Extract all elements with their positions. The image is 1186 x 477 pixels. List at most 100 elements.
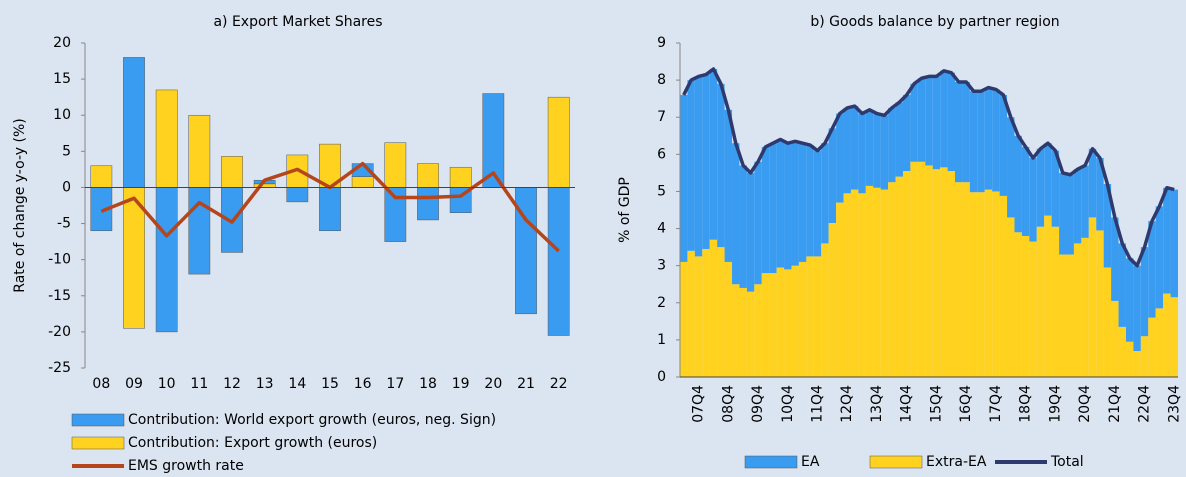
bar bbox=[813, 256, 822, 377]
bar bbox=[1036, 148, 1045, 227]
bar bbox=[1081, 237, 1089, 377]
y-tick-label: 1 bbox=[657, 332, 666, 348]
bar bbox=[1007, 117, 1015, 218]
bar bbox=[880, 189, 889, 377]
bar bbox=[769, 273, 777, 377]
bar bbox=[806, 256, 814, 377]
bar bbox=[910, 83, 918, 162]
bar bbox=[1163, 187, 1171, 294]
x-tick-label: 09 bbox=[125, 376, 143, 392]
bar bbox=[1073, 169, 1082, 244]
legend-swatch bbox=[744, 455, 798, 469]
bar bbox=[940, 70, 948, 168]
bar bbox=[1140, 336, 1149, 377]
bar bbox=[319, 187, 341, 232]
bar bbox=[895, 176, 903, 377]
bar bbox=[1170, 297, 1178, 377]
bar bbox=[286, 187, 309, 203]
bar bbox=[962, 81, 970, 183]
bar bbox=[999, 195, 1008, 377]
bar bbox=[155, 187, 178, 333]
bar bbox=[732, 284, 740, 377]
y-tick-label: 2 bbox=[657, 295, 666, 311]
x-tick-label: 14 bbox=[288, 376, 306, 392]
legend-label: Extra-EA bbox=[926, 454, 987, 470]
bar bbox=[1096, 230, 1104, 377]
bar bbox=[880, 115, 889, 190]
x-tick-label: 17Q4 bbox=[988, 385, 1004, 423]
bar bbox=[1059, 172, 1067, 255]
x-tick-label: 14Q4 bbox=[899, 385, 915, 423]
bar bbox=[732, 143, 740, 285]
bar bbox=[547, 187, 570, 336]
bar bbox=[850, 106, 859, 190]
bar bbox=[1021, 235, 1030, 377]
x-tick-label: 13Q4 bbox=[869, 385, 885, 423]
bar bbox=[188, 187, 211, 275]
y-tick-label: 9 bbox=[657, 35, 666, 51]
legend-label: Total bbox=[1050, 454, 1084, 470]
bar bbox=[702, 74, 710, 249]
x-tick-label: 08Q4 bbox=[720, 385, 736, 423]
y-tick-label: -20 bbox=[48, 324, 71, 340]
bar bbox=[865, 109, 874, 186]
bar bbox=[1059, 254, 1067, 377]
bar bbox=[123, 57, 145, 188]
y-axis-label: Rate of change y-o-y (%) bbox=[12, 118, 28, 292]
y-tick-label: -15 bbox=[48, 288, 71, 304]
bar bbox=[1081, 165, 1089, 238]
bar bbox=[888, 182, 896, 377]
x-tick-label: 19Q4 bbox=[1047, 385, 1063, 423]
x-tick-label: 09Q4 bbox=[750, 385, 766, 423]
y-tick-label: 10 bbox=[53, 107, 71, 123]
bar bbox=[1170, 189, 1178, 298]
bar bbox=[694, 256, 703, 377]
line-series bbox=[682, 67, 1175, 268]
y-tick-label: 3 bbox=[657, 258, 666, 274]
bar bbox=[1118, 326, 1126, 377]
x-tick-label: 11 bbox=[190, 376, 208, 392]
bar bbox=[836, 113, 844, 203]
bar bbox=[1051, 226, 1060, 377]
chart-title: b) Goods balance by partner region bbox=[810, 14, 1059, 30]
x-tick-label: 20Q4 bbox=[1077, 385, 1093, 423]
legend-label: EMS growth rate bbox=[128, 458, 244, 474]
x-tick-label: 21 bbox=[517, 376, 535, 392]
bar bbox=[843, 107, 851, 194]
bar bbox=[858, 113, 866, 194]
y-tick-label: -25 bbox=[48, 360, 71, 376]
y-tick-label: 5 bbox=[657, 183, 666, 199]
bar bbox=[895, 102, 903, 177]
bar bbox=[873, 187, 881, 377]
bar bbox=[1029, 158, 1037, 242]
bar bbox=[784, 269, 792, 377]
bar bbox=[746, 291, 755, 377]
y-tick-label: 4 bbox=[657, 221, 666, 237]
bar bbox=[754, 284, 762, 377]
bar bbox=[1044, 143, 1052, 216]
bar bbox=[902, 171, 911, 377]
legend-swatch bbox=[71, 436, 125, 450]
bar bbox=[1007, 217, 1015, 377]
bar bbox=[984, 87, 993, 190]
bar bbox=[1014, 135, 1022, 233]
bar bbox=[547, 96, 570, 188]
bar bbox=[977, 192, 985, 377]
bar bbox=[384, 142, 407, 188]
bar bbox=[253, 183, 276, 188]
x-tick-label: 15 bbox=[321, 376, 339, 392]
x-tick-label: 15Q4 bbox=[928, 385, 944, 423]
y-tick-label: 6 bbox=[657, 146, 666, 162]
bar bbox=[1051, 150, 1060, 227]
bar bbox=[188, 114, 211, 188]
bar bbox=[1066, 174, 1074, 255]
bar bbox=[925, 76, 933, 166]
chart-title: a) Export Market Shares bbox=[213, 14, 382, 30]
bar bbox=[813, 150, 822, 257]
bar bbox=[1118, 243, 1126, 327]
x-tick-label: 22 bbox=[550, 376, 568, 392]
bar bbox=[221, 156, 243, 188]
x-tick-label: 10 bbox=[158, 376, 176, 392]
legend-swatch bbox=[869, 455, 923, 469]
